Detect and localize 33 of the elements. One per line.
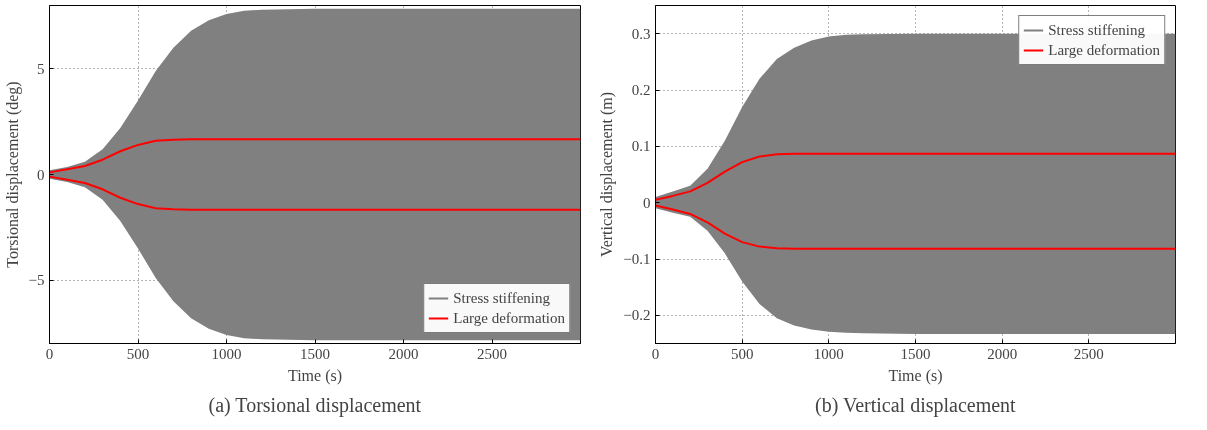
x-tick-label: 2000 <box>388 345 419 362</box>
x-tick-label: 1000 <box>813 345 844 362</box>
legend-label: Large deformation <box>453 309 565 327</box>
y-tick-label: 0.1 <box>631 138 651 155</box>
x-tick-label: 500 <box>126 345 150 362</box>
x-tick-label: 1500 <box>900 345 931 362</box>
x-tick-label: 2000 <box>987 345 1018 362</box>
y-axis-title: Vertical displacement (m) <box>598 91 617 258</box>
text: (b) Vertical displacement <box>814 393 1017 417</box>
x-tick-label: 1500 <box>300 345 330 362</box>
line-series <box>49 175 581 211</box>
x-tick-label: 2500 <box>477 345 507 362</box>
y-tick-label: 0.2 <box>631 82 651 98</box>
legend-label: Large deformation <box>1048 41 1160 59</box>
y-tick-label: 0 <box>643 194 651 211</box>
line-series <box>655 152 1176 201</box>
line-series <box>49 138 581 174</box>
y-tick-label: 0 <box>37 166 45 183</box>
x-axis-title: Time (s) <box>888 366 943 385</box>
y-tick-label: 0.3 <box>631 25 651 42</box>
y-tick-label: −0.2 <box>623 307 651 324</box>
x-tick-label: 1000 <box>211 345 242 362</box>
y-tick-label: 5 <box>37 60 45 77</box>
legend-label: Stress stiffening <box>1048 21 1146 39</box>
legend-label: Stress stiffening <box>453 289 551 307</box>
x-axis-title: Time (s) <box>287 366 343 385</box>
line-series <box>655 204 1176 250</box>
y-tick-label: −5 <box>28 272 45 289</box>
text: (a) Torsional displacement <box>208 393 422 417</box>
x-tick-label: 2500 <box>1073 345 1104 362</box>
x-tick-label: 500 <box>730 345 754 362</box>
y-axis-title: Torsional displacement (deg) <box>3 81 22 268</box>
y-tick-label: −0.1 <box>623 251 651 267</box>
